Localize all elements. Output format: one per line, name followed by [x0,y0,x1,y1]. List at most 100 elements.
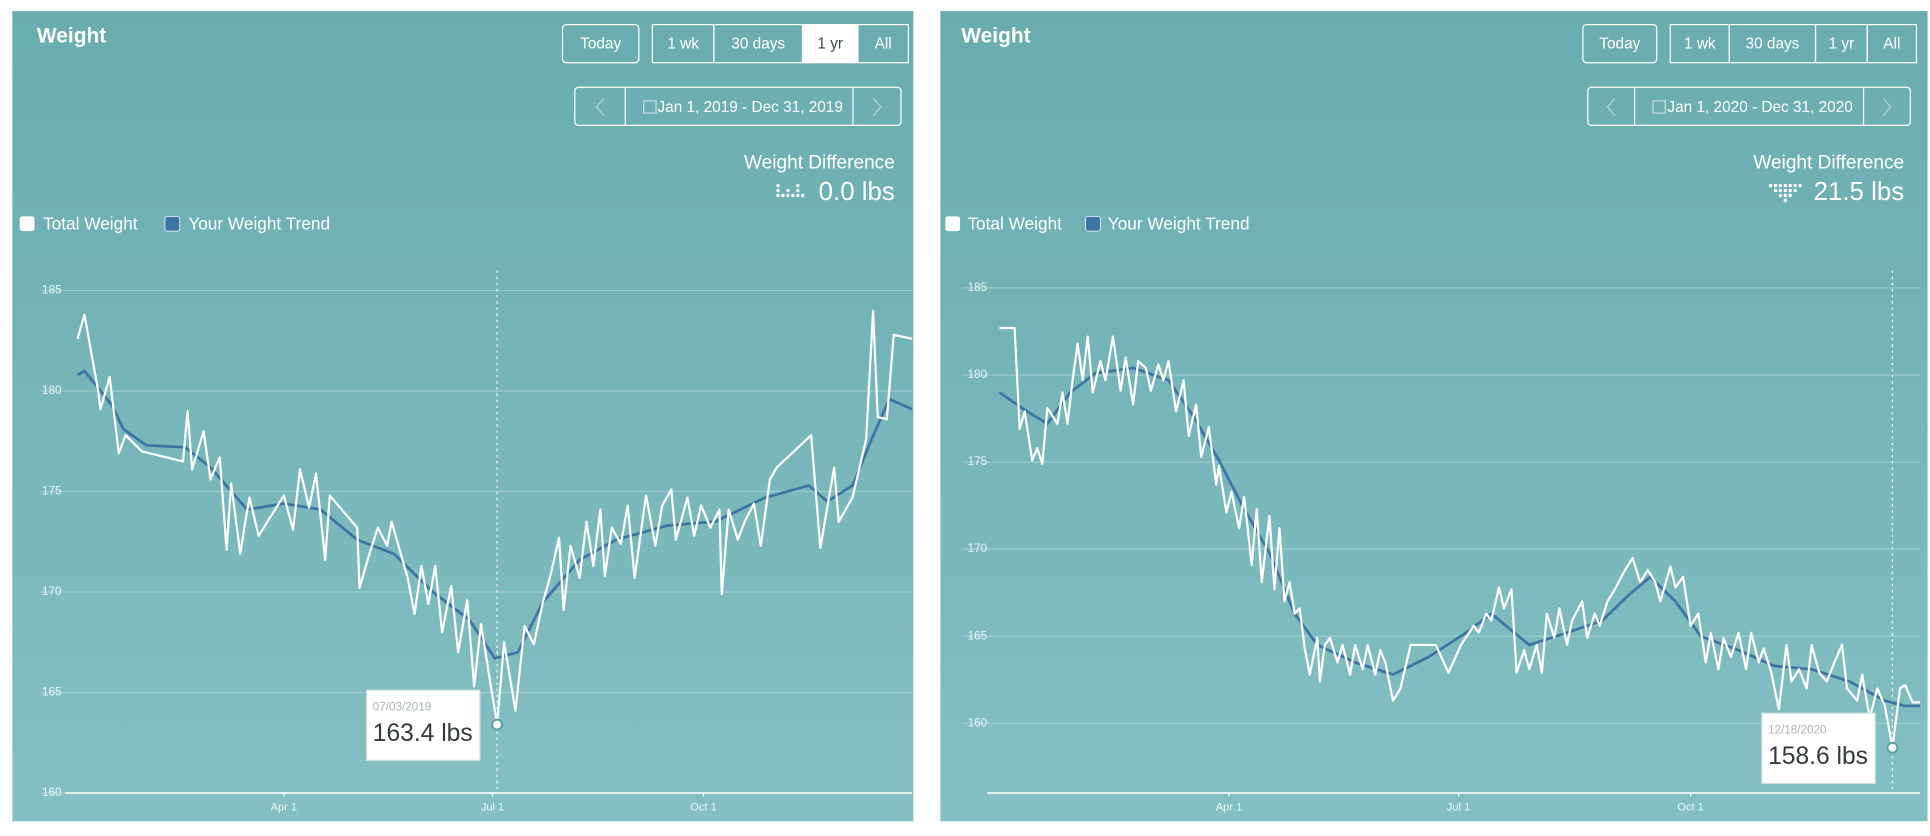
trend-icon-dot [776,193,780,198]
trend-icon-dot [1778,183,1783,188]
y-tick-label: 175 [42,485,61,498]
y-tick-label: 165 [968,629,987,642]
range-button[interactable] [561,23,640,64]
trend-icon-dot [1793,183,1797,188]
date-range: Jan 1, 2019 - Dec 31, 2019 [658,99,843,116]
trend-icon-dot [1773,188,1778,193]
next-arrow[interactable] [1882,97,1892,116]
range-button-label[interactable]: 30 days [1746,35,1800,52]
y-tick-label: 180 [968,368,988,381]
y-tick-label: 170 [968,542,988,555]
series-line [999,326,1921,749]
legend-label[interactable]: Your Weight Trend [1108,214,1250,234]
panel-title: Weight [961,24,1030,47]
legend-label[interactable]: Your Weight Trend [188,214,330,234]
trend-icon-dot [1783,193,1788,198]
series-line [76,369,913,660]
y-tick-label: 185 [42,284,61,297]
range-button-label[interactable]: All [1883,35,1900,52]
difference-label: Weight Difference [1753,153,1904,174]
trend-icon-dot [1788,188,1792,193]
range-button[interactable] [801,23,859,64]
x-tick-label: Jul 1 [481,802,504,814]
legend-label[interactable]: Total Weight [43,214,138,234]
y-tick-label: 170 [42,585,62,598]
tooltip-value: 163.4 lbs [373,720,473,747]
next-arrow[interactable] [872,97,882,116]
trend-icon-dot [781,193,785,198]
legend-swatch[interactable] [164,216,181,232]
legend-swatch[interactable] [19,216,35,232]
range-button-label[interactable]: 1 wk [667,35,699,52]
y-tick-label: 165 [42,686,61,699]
legend-label[interactable]: Total Weight [967,214,1062,234]
trend-icon-dot [1768,183,1773,188]
date-range: Jan 1, 2020 - Dec 31, 2020 [1667,99,1852,116]
series-line [76,309,913,726]
range-button-label[interactable]: All [875,35,892,52]
y-tick-label: 180 [42,384,62,397]
weight-panel: Weight Today 1 wk 30 days 1 yr All Jan 1, 2019… [12,11,914,822]
x-tick-label: Apr 1 [271,802,297,814]
legend-swatch[interactable] [1085,216,1101,232]
date-nav [574,86,902,127]
y-tick-label: 185 [968,281,987,294]
calendar-icon [643,100,657,114]
difference-label: Weight Difference [744,153,895,174]
legend-swatch[interactable] [945,216,961,232]
trend-icon-dot [1793,188,1797,193]
y-tick-label: 160 [968,716,988,729]
tooltip-box [366,689,481,761]
x-tick-label: Oct 1 [1677,802,1703,814]
weight-panel: Weight Today 1 wk 30 days 1 yr All Jan 1, 2020… [940,11,1928,822]
x-tick-label: Oct 1 [690,802,716,814]
trend-icon-dot [786,193,790,198]
hover-point [491,718,503,731]
trend-icon-dot [1798,183,1802,188]
y-tick-label: 160 [42,786,62,799]
tooltip-value: 158.6 lbs [1768,743,1868,770]
trend-icon-dot [796,183,800,188]
panel-title: Weight [37,24,106,47]
range-button-label[interactable]: 30 days [731,35,785,52]
trend-icon-dot [1783,188,1788,193]
range-button-label[interactable]: Today [1599,35,1640,52]
range-button-label[interactable]: 1 wk [1684,35,1716,52]
difference-value: 0.0 lbs [819,178,895,206]
range-button[interactable] [1582,23,1658,64]
tooltip-box [1761,712,1876,784]
range-button[interactable] [1866,23,1918,64]
x-tick-label: Jul 1 [1447,802,1470,814]
hover-point [1886,741,1899,754]
panel-background [940,11,1928,822]
tooltip-date: 07/03/2019 [373,701,431,714]
difference-value: 21.5 lbs [1814,178,1905,206]
range-button-label[interactable]: Today [580,35,621,52]
x-tick-label: Apr 1 [1216,802,1242,814]
panel-background [12,11,914,822]
trend-icon-dot [1778,188,1783,193]
trend-icon-dot [1788,193,1792,198]
trend-icon-dot [791,193,795,198]
trend-icon-dot [796,193,800,198]
trend-icon-dot [1778,193,1783,198]
range-button[interactable] [857,23,909,64]
trend-icon-dot [1773,183,1778,188]
trend-icon-dot [800,193,805,198]
date-nav [1587,86,1911,127]
y-tick-label: 175 [968,455,987,468]
trend-icon-dot [1788,183,1792,188]
range-button-label[interactable]: 1 yr [1829,35,1855,52]
calendar-icon [1652,100,1666,114]
range-button-label[interactable]: 1 yr [817,35,843,52]
tooltip-date: 12/18/2020 [1768,724,1827,737]
trend-icon-dot [1783,198,1788,203]
trend-icon-dot [1783,183,1788,188]
trend-icon-dot [786,188,790,193]
prev-arrow[interactable] [1606,97,1616,116]
prev-arrow[interactable] [595,97,605,116]
trend-icon-dot [776,188,780,193]
trend-icon-dot [796,188,800,193]
